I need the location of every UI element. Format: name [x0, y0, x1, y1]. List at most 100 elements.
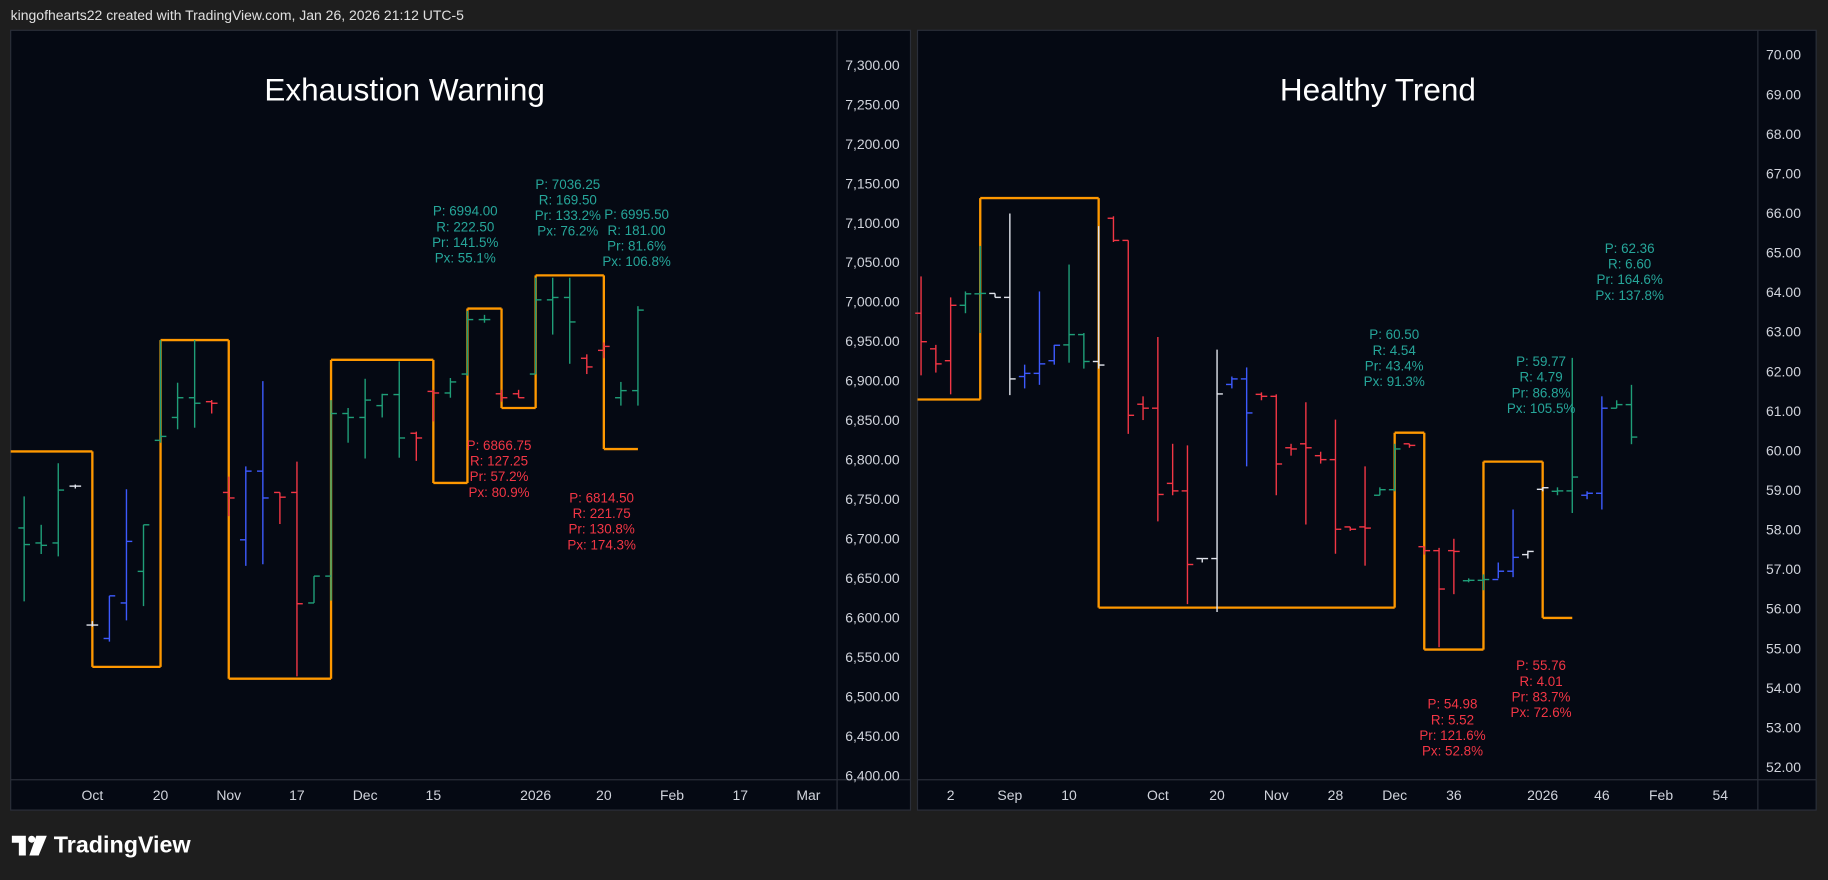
annotation-line: R: 222.50 — [436, 219, 494, 234]
y-tick-label: 68.00 — [1766, 126, 1801, 142]
header-text: kingofhearts22 created with TradingView.… — [11, 7, 464, 23]
annotation-line: R: 127.25 — [470, 454, 528, 469]
annotation-line: Px: 105.5% — [1507, 401, 1576, 416]
x-tick-label: 2026 — [520, 787, 551, 803]
annotation-line: P: 7036.25 — [535, 177, 600, 192]
panel-left — [10, 29, 912, 811]
x-tick-label: Dec — [1382, 787, 1407, 803]
y-tick-label: 6,550.00 — [845, 649, 900, 665]
y-tick-label: 52.00 — [1766, 759, 1801, 775]
y-tick-label: 54.00 — [1766, 680, 1801, 696]
y-tick-label: 6,600.00 — [845, 609, 900, 625]
annotation-line: Pr: 43.4% — [1365, 358, 1424, 373]
y-tick-label: 64.00 — [1766, 284, 1801, 300]
annotation-line: Pr: 86.8% — [1512, 385, 1571, 400]
panel-right — [916, 29, 1817, 811]
annotation-line: R: 4.79 — [1519, 370, 1562, 385]
x-tick-label: Oct — [81, 787, 103, 803]
chart-title: Exhaustion Warning — [264, 72, 544, 107]
annotation-line: P: 6995.50 — [604, 207, 669, 222]
x-tick-label: Sep — [997, 787, 1022, 803]
x-tick-label: 2 — [947, 787, 955, 803]
annotation-line: Pr: 133.2% — [535, 208, 601, 223]
y-tick-label: 6,950.00 — [845, 333, 900, 349]
y-tick-label: 63.00 — [1766, 324, 1801, 340]
annotation-line: Pr: 81.6% — [607, 238, 666, 253]
y-tick-label: 7,150.00 — [845, 175, 900, 191]
annotation-line: R: 4.54 — [1373, 343, 1417, 358]
annotation-line: Pr: 121.6% — [1419, 728, 1485, 743]
x-tick-label: 20 — [596, 787, 612, 803]
annotation-line: Pr: 57.2% — [470, 469, 529, 484]
annotation-line: Px: 174.3% — [567, 537, 636, 552]
x-tick-label: Nov — [1264, 787, 1289, 803]
x-tick-label: 54 — [1713, 787, 1729, 803]
y-tick-label: 6,700.00 — [845, 530, 900, 546]
y-tick-label: 7,300.00 — [845, 57, 900, 73]
x-tick-label: 20 — [153, 787, 169, 803]
annotation-line: R: 221.75 — [573, 506, 631, 521]
brand-name: TradingView — [54, 831, 192, 857]
x-tick-label: 46 — [1594, 787, 1610, 803]
annotation-line: Px: 106.8% — [602, 254, 671, 269]
y-tick-label: 53.00 — [1766, 719, 1801, 735]
y-tick-label: 55.00 — [1766, 640, 1801, 656]
y-tick-label: 6,450.00 — [845, 728, 900, 744]
y-tick-label: 6,900.00 — [845, 373, 900, 389]
x-tick-label: 17 — [732, 787, 748, 803]
annotation-line: Px: 72.6% — [1511, 705, 1572, 720]
y-tick-label: 59.00 — [1766, 482, 1801, 498]
brand-logo — [11, 835, 47, 856]
y-tick-label: 60.00 — [1766, 442, 1801, 458]
chart-title: Healthy Trend — [1280, 72, 1476, 107]
y-tick-label: 6,400.00 — [845, 767, 900, 783]
y-tick-label: 61.00 — [1766, 403, 1801, 419]
y-tick-label: 6,850.00 — [845, 412, 900, 428]
annotation-line: Px: 76.2% — [537, 224, 598, 239]
y-tick-label: 7,100.00 — [845, 215, 900, 231]
annotation-line: Pr: 164.6% — [1597, 272, 1663, 287]
annotation-line: Pr: 141.5% — [432, 235, 498, 250]
annotation-line: P: 55.76 — [1516, 658, 1566, 673]
y-tick-label: 6,750.00 — [845, 491, 900, 507]
x-tick-label: Mar — [796, 787, 820, 803]
y-tick-label: 7,050.00 — [845, 254, 900, 270]
annotation-line: P: 62.36 — [1605, 241, 1655, 256]
y-tick-label: 7,200.00 — [845, 136, 900, 152]
annotation-line: Px: 91.3% — [1364, 374, 1425, 389]
x-tick-label: 2026 — [1527, 787, 1558, 803]
annotation-line: P: 59.77 — [1516, 354, 1566, 369]
annotation-line: P: 54.98 — [1428, 697, 1478, 712]
annotation-line: Pr: 130.8% — [569, 522, 635, 537]
annotation-line: Px: 137.8% — [1595, 288, 1664, 303]
y-tick-label: 7,250.00 — [845, 96, 900, 112]
x-tick-label: Dec — [353, 787, 378, 803]
y-tick-label: 70.00 — [1766, 47, 1801, 63]
x-tick-label: 36 — [1446, 787, 1462, 803]
x-tick-label: 10 — [1061, 787, 1077, 803]
annotation-line: Px: 52.8% — [1422, 744, 1483, 759]
annotation-line: P: 60.50 — [1369, 327, 1419, 342]
x-tick-label: Oct — [1147, 787, 1169, 803]
y-tick-label: 6,650.00 — [845, 570, 900, 586]
annotation-line: P: 6994.00 — [433, 204, 498, 219]
x-tick-label: 28 — [1328, 787, 1344, 803]
annotation-line: R: 4.01 — [1519, 674, 1562, 689]
y-tick-label: 62.00 — [1766, 363, 1801, 379]
y-tick-label: 66.00 — [1766, 205, 1801, 221]
annotation-line: Pr: 83.7% — [1512, 689, 1571, 704]
y-tick-label: 67.00 — [1766, 165, 1801, 181]
y-tick-label: 6,500.00 — [845, 688, 900, 704]
annotation-line: R: 169.50 — [539, 192, 597, 207]
x-tick-label: Feb — [1649, 787, 1673, 803]
annotation-line: R: 6.60 — [1608, 257, 1651, 272]
x-tick-label: 20 — [1209, 787, 1225, 803]
y-tick-label: 6,800.00 — [845, 452, 900, 468]
annotation-line: Px: 80.9% — [469, 485, 530, 500]
annotation-line: R: 181.00 — [608, 223, 666, 238]
annotation-line: R: 5.52 — [1431, 712, 1474, 727]
x-tick-label: Feb — [660, 787, 684, 803]
y-tick-label: 69.00 — [1766, 86, 1801, 102]
